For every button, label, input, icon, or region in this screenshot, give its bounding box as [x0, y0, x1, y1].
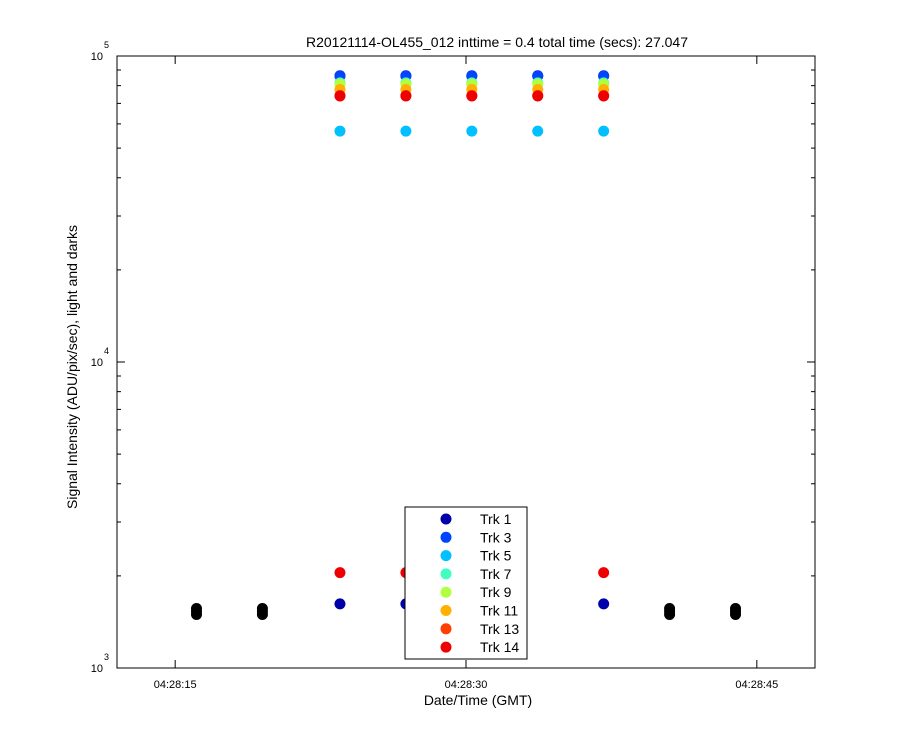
legend-label: Trk 9 — [480, 584, 512, 600]
series-point — [466, 125, 478, 137]
legend-marker — [440, 605, 452, 616]
y-tick-exponent: 4 — [104, 346, 109, 356]
legend-label: Trk 7 — [480, 566, 512, 582]
x-tick-label: 04:28:30 — [445, 679, 488, 691]
legend-label: Trk 5 — [480, 548, 512, 564]
series-point — [598, 125, 610, 137]
legend-marker — [440, 550, 452, 562]
dark-point — [730, 608, 742, 620]
y-tick-label: 10 — [91, 51, 103, 63]
y-tick-exponent: 5 — [104, 40, 109, 50]
legend-label: Trk 13 — [480, 621, 519, 637]
legend-marker — [440, 531, 452, 543]
series-point — [400, 125, 412, 137]
series-point — [334, 567, 346, 579]
x-axis-label: Date/Time (GMT) — [424, 692, 532, 708]
legend-marker — [440, 513, 452, 525]
series-point — [598, 598, 610, 610]
y-tick-label: 10 — [91, 357, 103, 369]
legend-label: Trk 1 — [480, 511, 512, 527]
series-point — [598, 567, 610, 579]
chart-title: R20121114-OL455_012 inttime = 0.4 total … — [306, 34, 688, 50]
y-axis-label: Signal Intensity (ADU/pix/sec), light an… — [64, 225, 80, 509]
series-point — [466, 90, 478, 102]
dark-point — [256, 608, 268, 620]
legend-label: Trk 3 — [480, 529, 512, 545]
legend: Trk 1 Trk 3 Trk 5 Trk 7 Trk 9 Trk 11 Trk 13 Trk… — [404, 506, 528, 660]
legend-box — [404, 506, 528, 660]
series-point — [400, 90, 412, 102]
x-axis-ticks: 04:28:15 04:28:30 04:28:45 — [154, 56, 778, 691]
legend-marker — [440, 568, 452, 580]
series-point — [334, 598, 346, 610]
legend-marker — [440, 641, 452, 653]
dark-point — [190, 608, 202, 620]
dark-point — [664, 608, 676, 620]
series-point — [598, 90, 610, 102]
y-tick-label: 10 — [91, 663, 103, 675]
legend-label: Trk 14 — [480, 639, 519, 655]
y-tick-exponent: 3 — [104, 652, 109, 662]
x-tick-label: 04:28:15 — [154, 679, 197, 691]
series-point — [532, 125, 544, 137]
series-point — [334, 90, 346, 102]
legend-marker — [440, 586, 452, 598]
data-points — [190, 70, 742, 620]
x-tick-label: 04:28:45 — [735, 679, 778, 691]
series-point — [532, 90, 544, 102]
legend-label: Trk 11 — [480, 603, 518, 619]
series-point — [334, 125, 346, 137]
legend-marker — [440, 623, 452, 635]
